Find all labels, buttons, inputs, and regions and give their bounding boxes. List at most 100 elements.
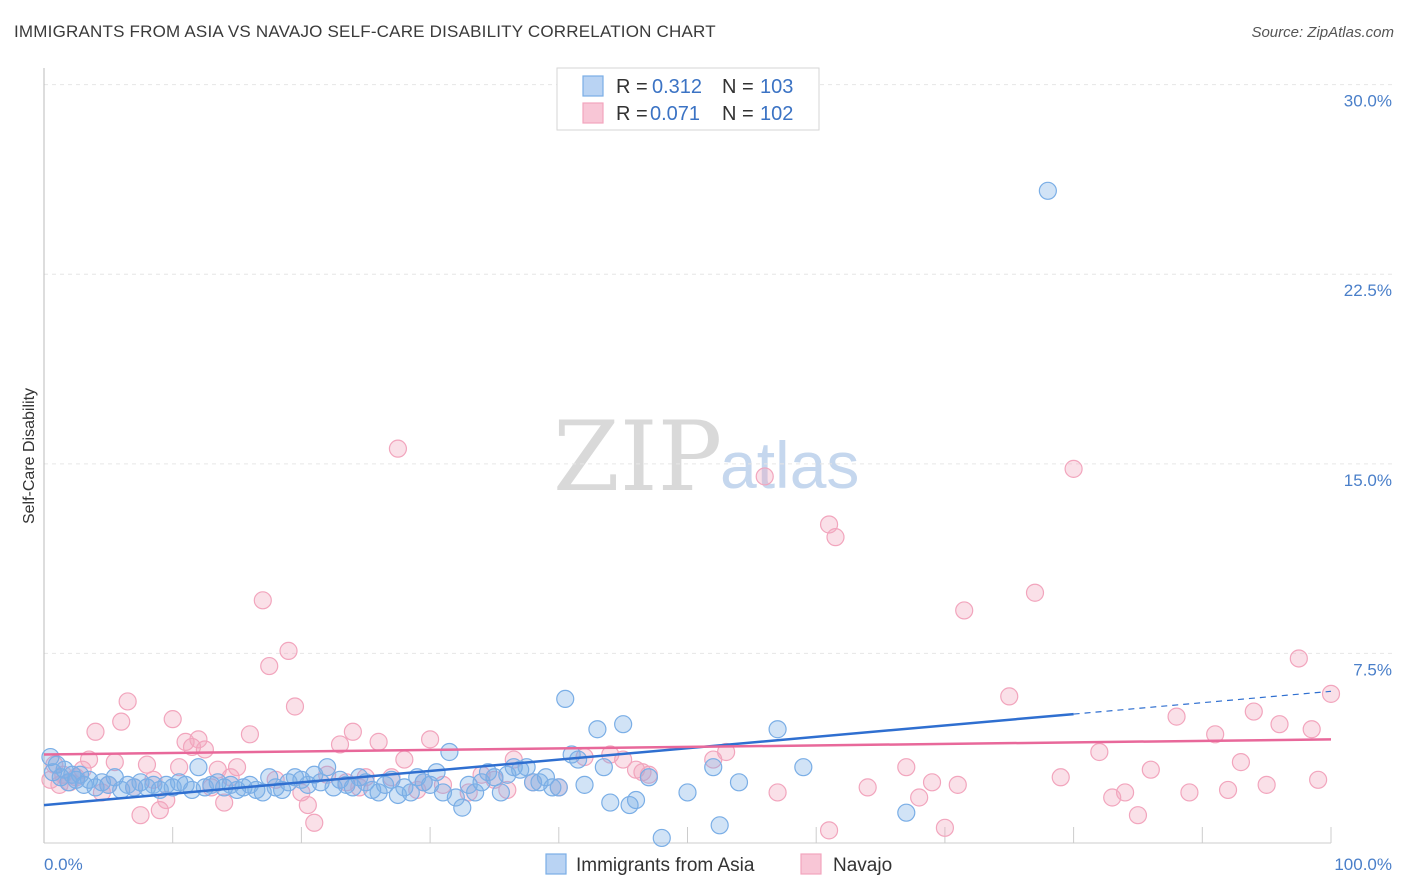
trendline-immigrants-from-asia-extension bbox=[1073, 690, 1332, 715]
point-navajo bbox=[1244, 702, 1263, 721]
bottom-legend-label-navajo: Navajo bbox=[833, 855, 892, 876]
point-navajo bbox=[858, 778, 877, 797]
point-navajo bbox=[1309, 770, 1328, 789]
point-immigrants-from-asia bbox=[588, 720, 607, 739]
legend-swatch-navajo bbox=[582, 102, 604, 124]
point-navajo bbox=[253, 591, 272, 610]
x-tick-label-min: 0.0% bbox=[44, 855, 83, 874]
point-immigrants-from-asia bbox=[41, 747, 60, 767]
legend-n-value-navajo: 102 bbox=[760, 103, 793, 125]
point-navajo bbox=[163, 710, 182, 729]
trendline-immigrants-from-asia bbox=[43, 712, 1074, 807]
point-navajo bbox=[131, 806, 150, 825]
point-navajo bbox=[819, 821, 839, 840]
point-navajo bbox=[897, 758, 916, 777]
watermark-atlas: atlas bbox=[720, 428, 859, 502]
point-navajo bbox=[189, 730, 208, 749]
point-navajo bbox=[330, 735, 350, 754]
point-navajo bbox=[421, 730, 440, 749]
point-immigrants-from-asia bbox=[710, 816, 729, 835]
point-immigrants-from-asia bbox=[369, 783, 388, 802]
legend-r-value-navajo: 0.071 bbox=[650, 103, 700, 125]
chart-source: Source: ZipAtlas.com bbox=[1251, 24, 1394, 41]
point-immigrants-from-asia bbox=[427, 763, 446, 782]
y-tick-label: 15.0% bbox=[1344, 471, 1392, 490]
point-navajo bbox=[215, 793, 234, 812]
legend: R = 0.312 N = 103 R = 0.071 N = 102 bbox=[556, 67, 820, 131]
point-navajo bbox=[285, 697, 305, 716]
point-immigrants-from-asia bbox=[536, 768, 556, 787]
point-navajo bbox=[305, 813, 324, 832]
point-immigrants-from-asia bbox=[318, 758, 337, 777]
point-immigrants-from-asia bbox=[768, 720, 787, 739]
x-tick-label-max: 100.0% bbox=[1334, 855, 1392, 874]
point-immigrants-from-asia bbox=[74, 775, 93, 794]
y-tick-label: 30.0% bbox=[1344, 92, 1392, 111]
watermark-zip: ZIP bbox=[553, 401, 722, 513]
point-navajo bbox=[73, 760, 92, 779]
point-navajo bbox=[1206, 725, 1225, 744]
point-navajo bbox=[343, 722, 362, 741]
point-navajo bbox=[922, 773, 942, 792]
point-navajo bbox=[105, 753, 124, 772]
point-immigrants-from-asia bbox=[601, 793, 620, 812]
point-navajo bbox=[935, 818, 955, 837]
point-navajo bbox=[1289, 649, 1308, 668]
bottom-legend-swatch-navajo bbox=[800, 853, 822, 875]
point-immigrants-from-asia bbox=[652, 828, 671, 848]
point-navajo bbox=[279, 641, 298, 660]
point-navajo bbox=[240, 725, 260, 744]
legend-swatch-asia bbox=[582, 75, 604, 97]
point-navajo bbox=[910, 788, 929, 807]
y-tick-label: 7.5% bbox=[1353, 660, 1392, 679]
point-immigrants-from-asia bbox=[1038, 181, 1057, 200]
point-immigrants-from-asia bbox=[70, 765, 90, 784]
point-immigrants-from-asia bbox=[678, 783, 697, 802]
legend-r-label-navajo: R = bbox=[616, 103, 648, 125]
point-navajo bbox=[1302, 720, 1321, 739]
point-immigrants-from-asia bbox=[453, 798, 472, 817]
bottom-legend-label-asia: Immigrants from Asia bbox=[576, 855, 755, 876]
point-immigrants-from-asia bbox=[466, 783, 485, 802]
point-navajo bbox=[195, 740, 214, 759]
trend-layer bbox=[43, 690, 1332, 807]
point-navajo bbox=[1128, 806, 1148, 825]
point-navajo bbox=[1270, 715, 1289, 734]
point-navajo bbox=[755, 467, 774, 486]
point-navajo bbox=[1025, 583, 1045, 602]
point-navajo bbox=[227, 758, 247, 777]
point-immigrants-from-asia bbox=[189, 758, 208, 777]
point-immigrants-from-asia bbox=[491, 783, 510, 802]
point-navajo bbox=[170, 758, 189, 777]
point-immigrants-from-asia bbox=[401, 783, 420, 802]
point-navajo bbox=[86, 722, 105, 741]
point-navajo bbox=[388, 439, 408, 458]
point-navajo bbox=[79, 750, 99, 769]
point-navajo bbox=[1141, 760, 1160, 779]
point-immigrants-from-asia bbox=[639, 768, 658, 787]
point-navajo bbox=[1231, 753, 1251, 772]
point-navajo bbox=[768, 783, 787, 802]
point-immigrants-from-asia bbox=[614, 715, 633, 734]
point-navajo bbox=[137, 755, 157, 774]
point-navajo bbox=[1180, 783, 1199, 802]
chart-title: IMMIGRANTS FROM ASIA VS NAVAJO SELF-CARE… bbox=[14, 22, 716, 41]
point-navajo bbox=[1167, 707, 1186, 726]
legend-n-label-navajo: N = bbox=[722, 103, 754, 125]
point-navajo bbox=[1090, 742, 1109, 762]
grid-layer bbox=[44, 84, 1392, 654]
bottom-legend-swatch-asia bbox=[545, 853, 567, 875]
point-navajo bbox=[260, 656, 279, 676]
y-tick-label: 22.5% bbox=[1344, 281, 1392, 300]
point-immigrants-from-asia bbox=[543, 778, 562, 797]
point-navajo bbox=[1000, 687, 1019, 706]
point-navajo bbox=[1064, 459, 1083, 478]
point-navajo bbox=[298, 795, 317, 815]
point-immigrants-from-asia bbox=[556, 689, 575, 709]
legend-n-value-asia: 103 bbox=[760, 76, 793, 98]
point-navajo bbox=[955, 601, 974, 620]
point-navajo bbox=[1115, 783, 1135, 802]
point-navajo bbox=[1321, 684, 1341, 703]
point-navajo bbox=[1257, 775, 1276, 794]
